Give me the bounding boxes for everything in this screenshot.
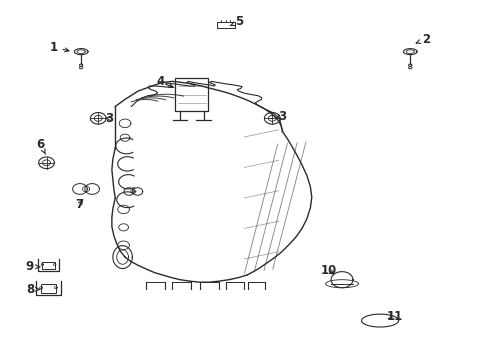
Text: 3: 3 xyxy=(275,110,286,123)
Text: 2: 2 xyxy=(415,33,429,46)
Text: 4: 4 xyxy=(156,75,172,88)
Text: 1: 1 xyxy=(49,41,69,54)
Bar xyxy=(217,22,234,28)
Text: 5: 5 xyxy=(230,15,243,28)
Text: 7: 7 xyxy=(76,198,83,211)
Text: 8: 8 xyxy=(26,283,40,296)
Text: 10: 10 xyxy=(320,264,336,277)
Text: 9: 9 xyxy=(26,260,40,273)
Bar xyxy=(175,78,208,111)
Text: 3: 3 xyxy=(104,112,113,125)
Text: 6: 6 xyxy=(37,138,45,154)
Text: 11: 11 xyxy=(386,310,402,324)
Bar xyxy=(41,284,56,293)
Bar xyxy=(42,261,55,269)
